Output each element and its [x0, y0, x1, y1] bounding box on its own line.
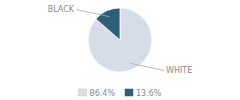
slice — [88, 8, 152, 72]
chart: WHITE BLACK 86.4% 13.6% — [0, 0, 240, 100]
leader-line — [131, 63, 164, 70]
leader-line — [76, 9, 109, 16]
legend-swatch — [125, 89, 133, 96]
slice-label: WHITE — [166, 66, 192, 75]
slice-label: BLACK — [48, 5, 75, 14]
legend-label: 13.6% — [136, 89, 162, 98]
legend: 86.4% 13.6% — [79, 89, 162, 98]
legend-swatch — [79, 89, 87, 96]
slice — [96, 8, 120, 40]
legend-label: 86.4% — [90, 89, 116, 98]
labels: WHITE BLACK — [48, 5, 193, 75]
slices — [88, 8, 152, 72]
